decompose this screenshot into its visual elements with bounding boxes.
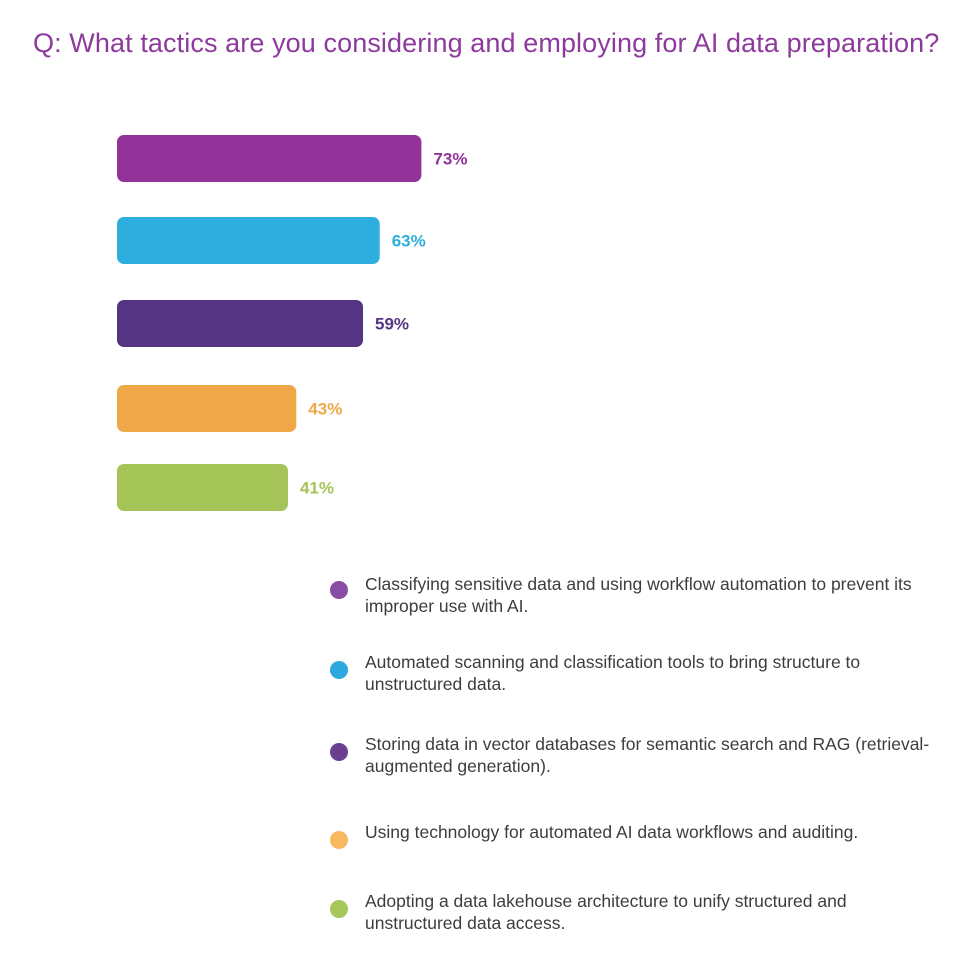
- value-label-4: 43%: [308, 400, 342, 419]
- legend-label: Classifying sensitive data and using wor…: [365, 574, 912, 616]
- legend-dot: [330, 743, 348, 761]
- value-label-5: 41%: [300, 479, 334, 498]
- bar-2: [117, 217, 380, 264]
- bar-3: [117, 300, 364, 347]
- bar-chart: 73% 63% 59% 43% 41%: [117, 135, 467, 511]
- value-label-1: 73%: [433, 150, 467, 169]
- legend-dot: [330, 831, 348, 849]
- legend-dot: [330, 900, 348, 918]
- legend-label: Automated scanning and classification to…: [365, 652, 861, 694]
- legend-label: Using technology for automated AI data w…: [365, 822, 859, 842]
- bar-1: [117, 135, 422, 182]
- bar-5: [117, 464, 288, 511]
- legend-label: Storing data in vector databases for sem…: [365, 734, 930, 776]
- value-label-3: 59%: [375, 315, 409, 334]
- legend-dot: [330, 661, 348, 679]
- value-label-2: 63%: [392, 232, 426, 251]
- chart-title: Q: What tactics are you considering and …: [33, 28, 940, 58]
- legend-dot: [330, 581, 348, 599]
- legend-label: Adopting a data lakehouse architecture t…: [365, 891, 847, 933]
- bar-4: [117, 385, 297, 432]
